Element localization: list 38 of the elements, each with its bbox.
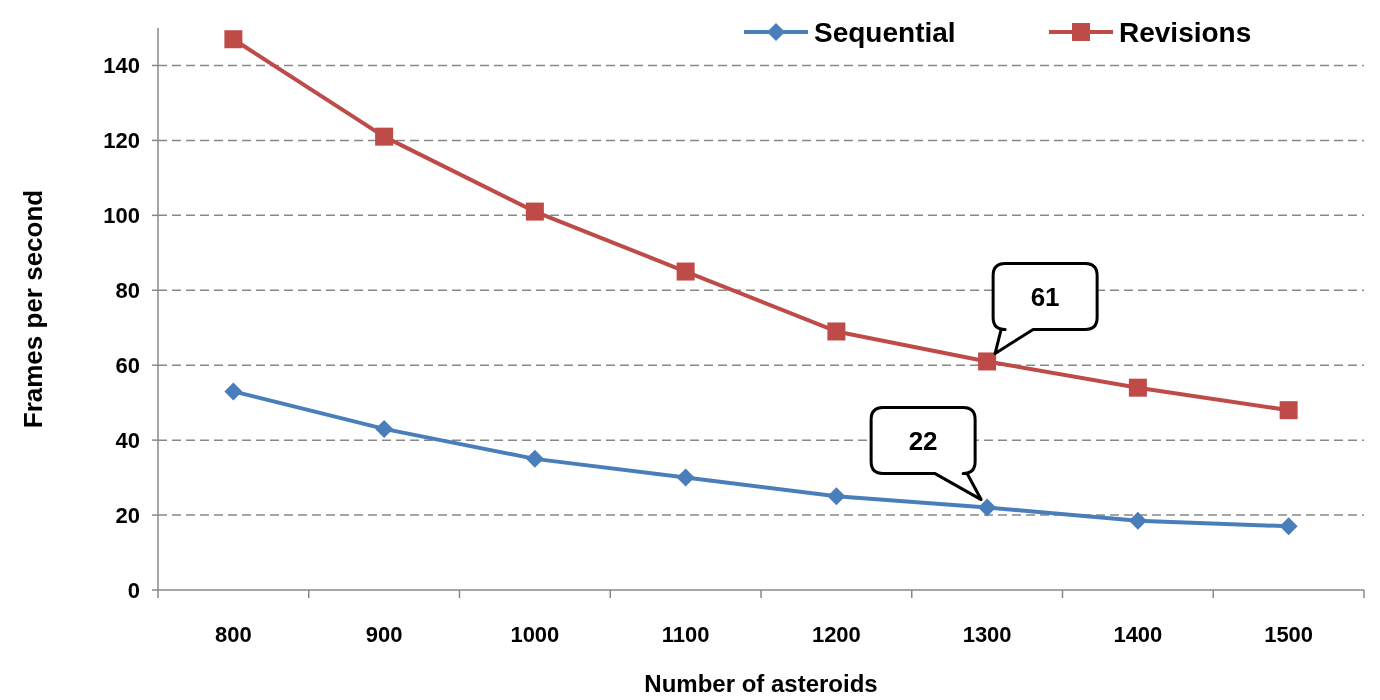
y-tick-label: 60 [115,352,140,378]
point [676,262,695,281]
y-tick-label: 80 [115,277,140,303]
point [1128,511,1147,530]
annotation: 61 [1030,281,1060,312]
x-tick-label: 1000 [510,622,560,647]
x-tick-label: 1100 [661,622,710,647]
point [224,30,243,49]
point [1279,401,1298,420]
x-tick-label: 1200 [811,622,861,647]
point [978,352,997,371]
point [827,322,846,341]
x-tick-label: 1500 [1264,622,1314,647]
x-tick-label: 900 [365,622,403,647]
y-tick-label: 0 [127,577,140,603]
point [1279,517,1298,536]
legend-label: Revisions [1119,16,1252,48]
x-tick-label: 1400 [1113,622,1163,647]
point [827,487,846,506]
legend-label: Sequential [814,16,956,48]
annotation: 22 [908,425,938,456]
y-axis-title: Frames per second [18,189,48,429]
point [525,202,544,221]
point [676,468,695,487]
point [224,382,243,401]
y-tick-label: 120 [103,128,140,154]
point [525,449,544,468]
point [1128,378,1147,397]
point [375,419,394,438]
y-tick-label: 100 [103,203,140,229]
x-axis-title: Number of asteroids [644,670,878,697]
y-tick-label: 140 [103,53,140,79]
y-tick-label: 40 [115,427,140,453]
x-tick-label: 1300 [962,622,1012,647]
point [978,498,997,517]
x-tick-label: 800 [215,622,252,647]
y-tick-label: 20 [115,502,140,528]
point [375,127,394,146]
